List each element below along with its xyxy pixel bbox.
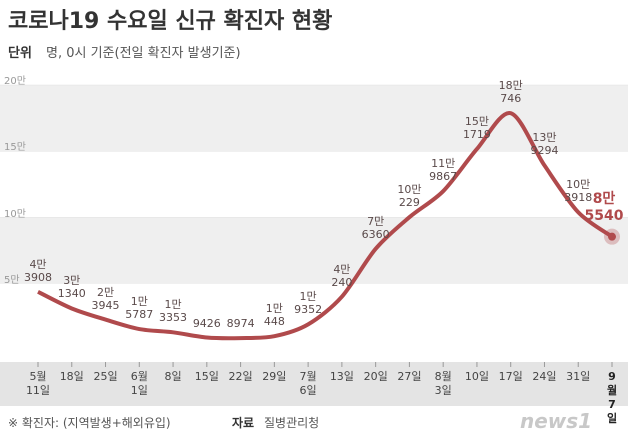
value-label: 10만 229 bbox=[397, 183, 422, 210]
unit-label: 단위 bbox=[8, 45, 32, 61]
y-tick-label: 20만 bbox=[4, 76, 26, 87]
y-tick-label: 5만 bbox=[4, 274, 20, 286]
unit: 명, 0시 기준(전일 확진자 발생기준) bbox=[46, 46, 241, 61]
value-label: 13만 9294 bbox=[530, 131, 559, 158]
x-tick-label: 9월 7일 bbox=[606, 370, 618, 425]
x-tick-label: 5월 11일 bbox=[25, 370, 51, 397]
y-tick-label: 10만 bbox=[4, 208, 26, 220]
x-tick-label: 25일 bbox=[93, 370, 118, 383]
value-label: 11만 9867 bbox=[429, 157, 458, 184]
value-label: 4만 3908 bbox=[24, 257, 52, 284]
x-tick-label: 13일 bbox=[329, 370, 354, 383]
x-tick-label: 24일 bbox=[532, 370, 557, 383]
source-label: 자료 bbox=[232, 415, 254, 430]
value-label: 9426 bbox=[192, 316, 221, 330]
x-axis-band bbox=[0, 362, 628, 406]
marker bbox=[608, 232, 616, 241]
x-tick-label: 15일 bbox=[194, 370, 219, 383]
value-label: 1만 5787 bbox=[125, 295, 154, 322]
x-tick-label: 10일 bbox=[464, 370, 489, 383]
value-label: 8974 bbox=[226, 317, 255, 331]
x-tick-label: 8일 bbox=[164, 370, 182, 383]
y-tick-label: 15만 bbox=[4, 142, 26, 154]
x-tick-label: 29일 bbox=[262, 370, 287, 383]
x-tick-label: 31일 bbox=[566, 370, 591, 383]
x-tick-label: 17일 bbox=[498, 370, 523, 383]
value-label: 1만 448 bbox=[263, 302, 285, 329]
value-label: 10만 3918 bbox=[564, 178, 593, 205]
x-tick-label: 20일 bbox=[363, 370, 388, 383]
x-tick-label: 18일 bbox=[59, 370, 84, 383]
band bbox=[0, 217, 628, 283]
line bbox=[37, 111, 614, 341]
value-label: 7만 6360 bbox=[361, 214, 390, 241]
value-label: 2만 3945 bbox=[91, 285, 120, 312]
x-tick-label: 27일 bbox=[397, 370, 422, 383]
note: ※ 확진자: (지역발생+해외유입) bbox=[8, 416, 171, 430]
value-label: 8만 5540 bbox=[584, 190, 624, 224]
x-tick-label: 8월 3일 bbox=[434, 370, 452, 397]
band bbox=[0, 85, 628, 151]
value-label: 18만 746 bbox=[498, 79, 523, 106]
chart-title: 코로나19 수요일 신규 확진자 현황 bbox=[8, 9, 332, 34]
source: 질병관리청 bbox=[264, 416, 319, 430]
x-tick-label: 22일 bbox=[228, 370, 253, 383]
logo: news1 bbox=[520, 409, 592, 433]
value-label: 1만 3353 bbox=[159, 298, 188, 325]
value-label: 15만 1719 bbox=[462, 114, 491, 141]
x-tick-label: 7월 6일 bbox=[299, 370, 317, 397]
value-label: 1만 9352 bbox=[294, 290, 323, 317]
value-label: 3만 1340 bbox=[57, 274, 86, 301]
x-tick-label: 6월 1일 bbox=[130, 370, 148, 397]
value-label: 4만 240 bbox=[331, 262, 353, 289]
